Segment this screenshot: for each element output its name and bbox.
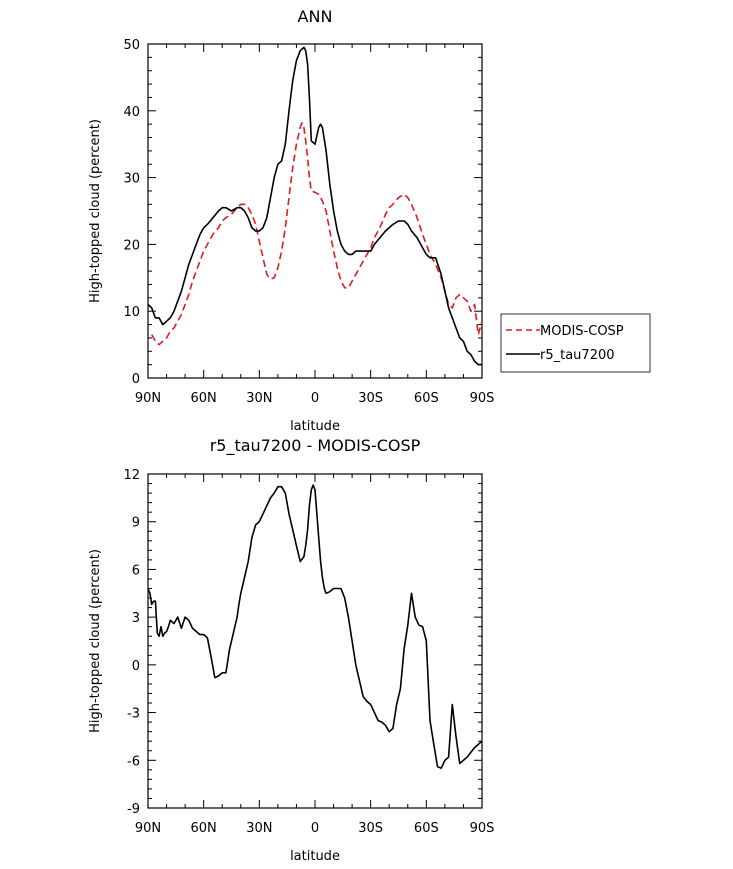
y-tick-label: 20 xyxy=(123,238,140,253)
legend-box xyxy=(500,313,651,373)
legend-entry-r5: r5_tau7200 xyxy=(540,348,615,363)
y-tick-label: 30 xyxy=(123,172,140,187)
x-tick-label: 90N xyxy=(135,821,161,836)
x-tick-label: 60N xyxy=(191,391,217,406)
bottom-axis-ticks: 90N 60N 30N 0 30S 60S 90S -9 -6 -3 0 3 6 9 12 xyxy=(123,468,494,836)
bottom-plot-frame xyxy=(147,473,483,809)
y-tick-label: 3 xyxy=(132,611,140,626)
legend: MODIS-COSP r5_tau7200 xyxy=(500,313,651,373)
x-tick-label: 0 xyxy=(311,391,319,406)
y-tick-label: 6 xyxy=(132,563,140,578)
y-tick-label: 50 xyxy=(123,38,140,53)
top-plot-frame xyxy=(147,43,483,379)
top-x-axis-label: latitude xyxy=(290,419,340,434)
x-tick-label: 90N xyxy=(135,391,161,406)
bottom-chart-title: r5_tau7200 - MODIS-COSP xyxy=(210,436,421,456)
y-tick-label: -6 xyxy=(127,754,140,769)
y-tick-label: -3 xyxy=(127,707,140,722)
y-tick-label: 0 xyxy=(132,659,140,674)
y-tick-label: -9 xyxy=(127,802,140,817)
top-y-axis-label: High-topped cloud (percent) xyxy=(88,119,103,303)
x-tick-label: 30N xyxy=(246,391,272,406)
x-tick-label: 30S xyxy=(358,821,383,836)
x-tick-label: 60N xyxy=(191,821,217,836)
top-axis-ticks: 90N 60N 30N 0 30S 60S 90S 0 10 20 30 40 50 xyxy=(123,38,494,406)
bottom-x-axis-label: latitude xyxy=(290,849,340,864)
y-tick-label: 12 xyxy=(123,468,140,483)
top-panel: ANN 90N 60N 30N 0 30S 60S 90S 0 10 20 30 40 50 latit… xyxy=(88,7,494,434)
legend-entry-modis: MODIS-COSP xyxy=(540,324,624,339)
bottom-series-lines xyxy=(147,484,483,770)
x-tick-label: 90S xyxy=(470,391,495,406)
difference-series-line xyxy=(147,484,483,770)
x-tick-label: 30S xyxy=(358,391,383,406)
top-chart-title: ANN xyxy=(298,7,333,26)
y-tick-label: 10 xyxy=(123,305,140,320)
bottom-panel: r5_tau7200 - MODIS-COSP 90N 60N 30N 0 30S 60S… xyxy=(88,436,494,864)
r5-tau7200-series-line xyxy=(147,46,482,366)
x-tick-label: 60S xyxy=(414,391,439,406)
y-tick-label: 40 xyxy=(123,105,140,120)
x-tick-label: 30N xyxy=(246,821,272,836)
y-tick-label: 9 xyxy=(132,516,140,531)
x-tick-label: 90S xyxy=(470,821,495,836)
x-tick-label: 60S xyxy=(414,821,439,836)
top-series-lines xyxy=(147,46,483,366)
modis-cosp-series-line xyxy=(150,122,483,346)
y-tick-label: 0 xyxy=(132,372,140,387)
bottom-y-axis-label: High-topped cloud (percent) xyxy=(88,549,103,733)
x-tick-label: 0 xyxy=(311,821,319,836)
